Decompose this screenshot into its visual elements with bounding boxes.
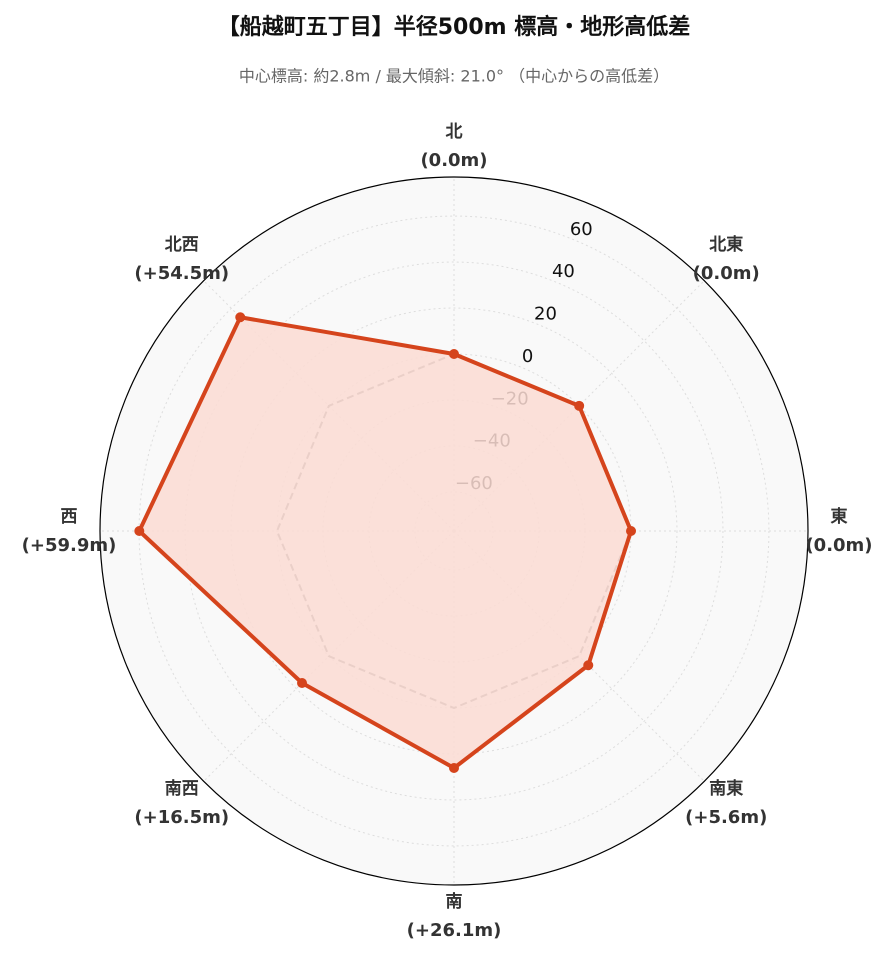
category-label: 北東 bbox=[709, 234, 743, 255]
grid-circle bbox=[138, 215, 770, 847]
data-point bbox=[297, 677, 308, 688]
r-tick-label: 20 bbox=[534, 304, 557, 325]
value-label: (0.0m) bbox=[693, 263, 760, 284]
data-point bbox=[134, 526, 145, 536]
category-label: 南西 bbox=[165, 778, 199, 799]
value-label: (+5.6m) bbox=[685, 807, 767, 828]
r-tick-label: 60 bbox=[570, 219, 593, 240]
value-label: (+16.5m) bbox=[134, 807, 229, 828]
chart-title: 【船越町五丁目】半径500m 標高・地形高低差 bbox=[218, 14, 691, 40]
data-point bbox=[449, 762, 459, 773]
data-point bbox=[574, 400, 585, 411]
grid-circle bbox=[184, 261, 724, 801]
category-label: 南東 bbox=[709, 778, 743, 799]
plot-outline bbox=[99, 176, 809, 886]
value-label: (0.0m) bbox=[420, 150, 487, 171]
value-label: (+26.1m) bbox=[407, 920, 502, 941]
category-label: 西 bbox=[61, 507, 78, 527]
r-tick-label: 40 bbox=[552, 261, 575, 282]
data-point bbox=[235, 312, 246, 323]
category-label: 北 bbox=[446, 122, 463, 142]
value-label: (+59.9m) bbox=[22, 535, 117, 556]
r-tick-label: 0 bbox=[522, 346, 533, 367]
data-point bbox=[449, 349, 459, 359]
category-label: 東 bbox=[831, 506, 848, 527]
data-point bbox=[626, 526, 636, 536]
category-label: 南 bbox=[446, 891, 463, 912]
data-point bbox=[583, 660, 594, 671]
chart-subtitle: 中心標高: 約2.8m / 最大傾斜: 21.0° （中心からの高低差） bbox=[239, 67, 669, 86]
category-label: 北西 bbox=[165, 235, 199, 255]
value-label: (0.0m) bbox=[805, 535, 872, 556]
value-label: (+54.5m) bbox=[134, 263, 229, 284]
